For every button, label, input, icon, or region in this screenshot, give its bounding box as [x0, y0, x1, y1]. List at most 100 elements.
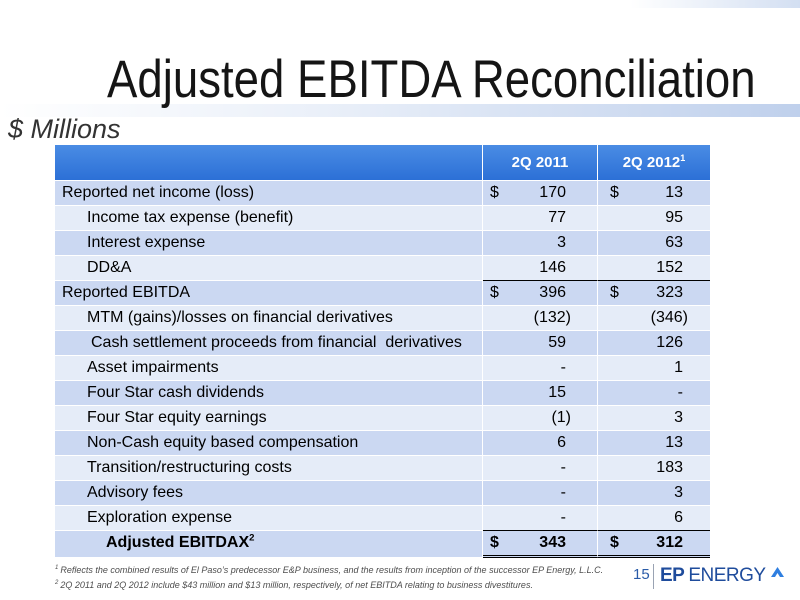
value-2q-2012: 3 — [674, 484, 683, 501]
value-2q-2011: 396 — [539, 284, 566, 301]
value-cell-2q-2011: 77 — [483, 206, 598, 231]
footnote-marker: 2 — [55, 580, 59, 586]
header-label-2q-2011: 2Q 2011 — [511, 154, 569, 171]
value-cell-2q-2012: - — [598, 381, 710, 406]
value-2q-2012: 63 — [665, 234, 683, 251]
value-cell-2q-2011: 146 — [483, 256, 598, 281]
currency-symbol: $ — [490, 284, 499, 301]
row-label: Exploration expense — [87, 509, 232, 526]
currency-symbol: $ — [610, 284, 619, 301]
row-reported-net-income: Reported net income (loss) $170 $13 — [55, 181, 710, 206]
header-label-2q-2012: 2Q 2012 — [622, 154, 681, 171]
row-label-cell: MTM (gains)/losses on financial derivati… — [55, 306, 483, 331]
value-2q-2011: 77 — [548, 209, 566, 226]
currency-symbol: $ — [490, 534, 499, 551]
value-cell-2q-2011: 6 — [483, 431, 598, 456]
row-label-cell: Non-Cash equity based compensation — [55, 431, 483, 456]
value-cell-2q-2012: 6 — [598, 506, 710, 531]
value-2q-2012: (346) — [650, 309, 688, 326]
row-cash-settlement-proceeds: Cash settlement proceeds from financial … — [55, 331, 710, 356]
row-label: Non-Cash equity based compensation — [87, 434, 359, 451]
row-income-tax-expense: Income tax expense (benefit) 77 95 — [55, 206, 710, 231]
value-2q-2012: 6 — [674, 509, 683, 526]
value-2q-2011: 15 — [548, 384, 566, 401]
row-reported-ebitda: Reported EBITDA $396 $323 — [55, 281, 710, 306]
row-label: Income tax expense (benefit) — [87, 209, 294, 226]
row-label-cell: Reported net income (loss) — [55, 181, 483, 206]
value-cell-2q-2011: 3 — [483, 231, 598, 256]
value-2q-2012: - — [677, 384, 683, 401]
value-2q-2012: 312 — [656, 534, 683, 551]
value-2q-2012: 13 — [665, 434, 683, 451]
ebitda-reconciliation-table: 2Q 2011 2Q 20121 Reported net income (lo… — [55, 145, 710, 558]
row-label-cell: Income tax expense (benefit) — [55, 206, 483, 231]
row-label-cell: Cash settlement proceeds from financial … — [55, 331, 483, 356]
row-label: Cash settlement proceeds from financial … — [91, 334, 462, 351]
row-label: Interest expense — [87, 234, 206, 251]
value-2q-2012: 1 — [674, 359, 683, 376]
header-cell-blank — [55, 145, 483, 181]
top-accent-band — [630, 0, 800, 8]
value-cell-2q-2012: 183 — [598, 456, 710, 481]
value-2q-2011: 59 — [548, 334, 566, 351]
footnote-2: 2 2Q 2011 and 2Q 2012 include $43 million… — [55, 580, 533, 591]
value-cell-2q-2012: (346) — [598, 306, 710, 331]
footnote-1: 1 Reflects the combined results of El Pas… — [55, 565, 603, 576]
row-transition-restructuring: Transition/restructuring costs - 183 — [55, 456, 710, 481]
currency-symbol: $ — [610, 184, 619, 201]
row-label: Advisory fees — [87, 484, 184, 501]
value-2q-2011: (132) — [533, 309, 571, 326]
value-cell-2q-2012: 3 — [598, 406, 710, 431]
row-label-cell: Four Star cash dividends — [55, 381, 483, 406]
value-cell-2q-2012: 95 — [598, 206, 710, 231]
row-dda: DD&A 146 152 — [55, 256, 710, 281]
row-asset-impairments: Asset impairments - 1 — [55, 356, 710, 381]
row-label-cell: Four Star equity earnings — [55, 406, 483, 431]
footer-divider — [653, 564, 654, 589]
footnote-text: Reflects the combined results of El Paso… — [60, 565, 604, 575]
value-cell-2q-2011: $343 — [483, 531, 598, 558]
row-label-cell: Asset impairments — [55, 356, 483, 381]
value-cell-2q-2011: 15 — [483, 381, 598, 406]
value-2q-2011: 3 — [557, 234, 566, 251]
logo-text-energy: ENERGY — [688, 565, 766, 586]
value-2q-2012: 152 — [656, 259, 683, 276]
value-2q-2012: 13 — [665, 184, 683, 201]
row-exploration-expense: Exploration expense - 6 — [55, 506, 710, 531]
table-header-row: 2Q 2011 2Q 20121 — [55, 145, 710, 181]
value-2q-2011: 6 — [557, 434, 566, 451]
row-label-cell: Transition/restructuring costs — [55, 456, 483, 481]
row-label: Four Star cash dividends — [87, 384, 264, 401]
currency-symbol: $ — [490, 184, 499, 201]
value-2q-2011: 146 — [539, 259, 566, 276]
row-interest-expense: Interest expense 3 63 — [55, 231, 710, 256]
value-2q-2012: 126 — [656, 334, 683, 351]
value-2q-2011: - — [560, 484, 566, 501]
value-2q-2011: - — [560, 459, 566, 476]
row-label-cell: Adjusted EBITDAX2 — [55, 531, 483, 558]
header-cell-2q-2011: 2Q 2011 — [483, 145, 598, 181]
row-label-cell: Interest expense — [55, 231, 483, 256]
row-label: Reported net income (loss) — [62, 184, 255, 201]
value-2q-2012: 183 — [656, 459, 683, 476]
footnote-marker: 2 — [249, 532, 255, 544]
value-cell-2q-2011: - — [483, 481, 598, 506]
units-label: $ Millions — [8, 114, 121, 144]
value-2q-2012: 95 — [665, 209, 683, 226]
value-cell-2q-2011: - — [483, 456, 598, 481]
page-number: 15 — [633, 566, 650, 583]
row-label-cell: DD&A — [55, 256, 483, 281]
row-label-cell: Exploration expense — [55, 506, 483, 531]
footnote-marker: 1 — [55, 565, 59, 571]
value-cell-2q-2011: (1) — [483, 406, 598, 431]
value-2q-2011: (1) — [551, 409, 571, 426]
value-cell-2q-2012: 63 — [598, 231, 710, 256]
slide-title: Adjusted EBITDA Reconciliation — [107, 50, 756, 109]
row-non-cash-equity-compensation: Non-Cash equity based compensation 6 13 — [55, 431, 710, 456]
value-cell-2q-2011: (132) — [483, 306, 598, 331]
row-four-star-cash-dividends: Four Star cash dividends 15 - — [55, 381, 710, 406]
row-label-cell: Reported EBITDA — [55, 281, 483, 306]
ep-energy-triangle-icon — [771, 567, 784, 577]
value-2q-2012: 323 — [656, 284, 683, 301]
